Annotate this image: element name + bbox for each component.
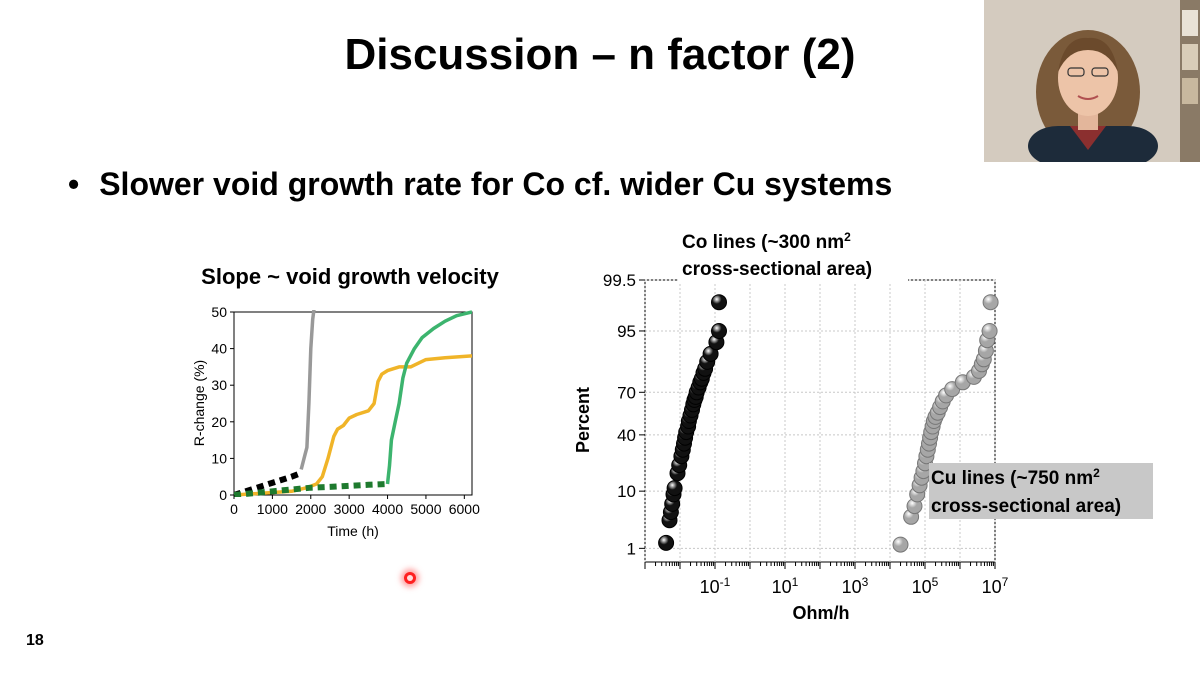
chart2-xtick-base: 10 (982, 577, 1002, 597)
chart1-ytick-label: 50 (211, 304, 227, 320)
chart1-ytick-label: 20 (211, 414, 227, 430)
chart1-xtick-label: 4000 (372, 501, 403, 517)
cu-annotation-sup: 2 (1093, 466, 1100, 480)
chart2-xtick-exp: -1 (720, 575, 731, 589)
chart1-ytick-label: 0 (219, 487, 227, 503)
chart2-point-series-0 (658, 534, 675, 551)
bullet-point: • Slower void growth rate for Co cf. wide… (68, 166, 892, 203)
chart2-point-series-1 (982, 294, 999, 311)
chart1-xtick-label: 1000 (257, 501, 288, 517)
chart1-series-line-2 (234, 354, 472, 497)
chart2-ytick-label: 10 (617, 482, 636, 501)
chart2-point-series-0 (711, 294, 727, 311)
r-change-chart: Slope ~ void growth velocity 0 1000 2000 30… (191, 264, 500, 539)
chart2-xtick-exp: 3 (862, 575, 869, 589)
co-annotation-sup: 2 (844, 230, 851, 244)
chart2-point-series-0 (666, 480, 683, 497)
cu-annotation-line2: cross-sectional area) (931, 496, 1121, 517)
chart1-series-line-4 (234, 481, 388, 497)
chart1-xtick-label: 6000 (449, 501, 480, 517)
chart1-xtick-label: 5000 (410, 501, 441, 517)
chart2-ytick-label: 95 (617, 322, 636, 341)
chart2-ytick-label: 99.5 (603, 271, 636, 290)
chart2-point-series-0 (711, 323, 727, 339)
chart1-plot-frame (233, 311, 473, 496)
bullet-marker: • (68, 166, 80, 202)
co-annotation-line2: cross-sectional area) (682, 259, 872, 280)
laser-pointer (404, 572, 416, 584)
chart2-point-series-1 (981, 323, 998, 339)
chart1-xtick-label: 3000 (334, 501, 365, 517)
chart2-xtick-label: 107 (982, 575, 1009, 597)
chart2-xtick-base: 10 (700, 577, 720, 597)
chart1-xtick-label: 0 (230, 501, 238, 517)
chart1-series-line-0 (299, 310, 316, 470)
chart2-xtick-label: 103 (842, 575, 869, 597)
chart2-series (658, 294, 999, 553)
chart2-xtick-base: 10 (912, 577, 932, 597)
chart2-xlabel: Ohm/h (793, 603, 850, 623)
chart1-series (234, 310, 472, 497)
chart1-xtick-label: 2000 (295, 501, 326, 517)
co-annotation: Co lines (~300 nm2 (682, 230, 851, 253)
slide-title: Discussion – n factor (2) (344, 30, 856, 79)
chart2-ytick-label: 40 (617, 426, 636, 445)
bullet-text: Slower void growth rate for Co cf. wider… (99, 166, 893, 202)
chart2-point-series-1 (892, 536, 909, 553)
presenter-video-icon (984, 0, 1200, 162)
presenter-webcam (984, 0, 1200, 162)
chart1-title: Slope ~ void growth velocity (201, 264, 499, 289)
chart1-series-line-3 (385, 310, 472, 485)
chart2-xtick-label: 105 (912, 575, 939, 597)
chart1-ytick-label: 30 (211, 377, 227, 393)
chart2-xtick-label: 10-1 (700, 575, 731, 597)
chart2-grid (644, 279, 996, 562)
chart1-ylabel: R-change (%) (191, 360, 207, 446)
chart1-xlabel: Time (h) (327, 523, 379, 539)
chart2-xtick-exp: 5 (932, 575, 939, 589)
chart2-xtick-base: 10 (772, 577, 792, 597)
chart2-xtick-exp: 1 (792, 575, 799, 589)
chart2-xtick-base: 10 (842, 577, 862, 597)
cu-annotation-line1: Cu lines (~750 nm (931, 468, 1093, 489)
chart2-xtick-exp: 7 (1002, 575, 1009, 589)
chart1-series-line-1 (234, 470, 303, 497)
chart1-ytick-label: 10 (211, 450, 227, 466)
chart2-xtick-label: 101 (772, 575, 799, 597)
co-annotation-bg (678, 228, 908, 282)
cu-annotation: Cu lines (~750 nm2 (931, 466, 1100, 489)
slide-number: 18 (26, 632, 44, 649)
chart2-ytick-label: 70 (617, 383, 636, 402)
chart1-axes: 0 1000 2000 3000 4000 5000 6000 0 10 20 30 40 50 (211, 304, 480, 517)
chart2-ylabel: Percent (573, 387, 593, 453)
chart1-ytick-label: 40 (211, 341, 227, 357)
co-annotation-line1: Co lines (~300 nm (682, 232, 844, 253)
chart2-ytick-label: 1 (627, 539, 636, 558)
cu-annotation-bg (929, 463, 1153, 519)
